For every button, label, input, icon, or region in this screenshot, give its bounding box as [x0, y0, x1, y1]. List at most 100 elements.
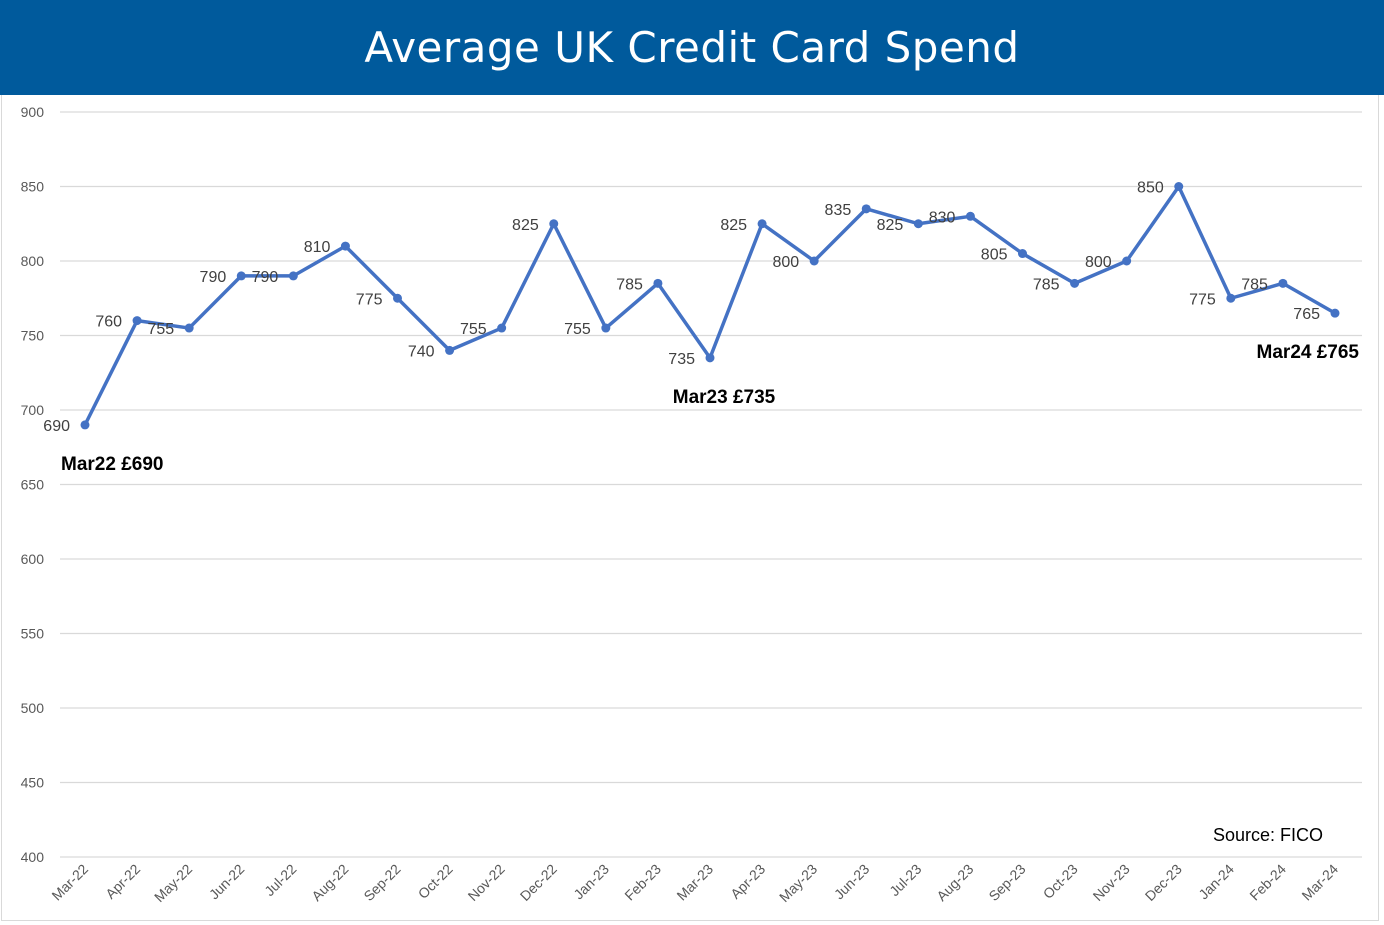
- data-label: 775: [356, 291, 383, 308]
- data-label: 735: [668, 351, 695, 368]
- data-label: 760: [95, 314, 122, 331]
- data-point: [913, 219, 923, 229]
- data-point: [236, 271, 246, 281]
- x-tick-label: Nov-22: [465, 861, 508, 904]
- data-label: 785: [1241, 276, 1268, 293]
- data-point: [1278, 278, 1288, 288]
- y-tick-label: 700: [21, 402, 45, 418]
- data-label: 790: [252, 269, 279, 286]
- series-line-group: [80, 182, 1340, 430]
- data-labels: 690 760 755 790 790 810 775 740 755 825 755 785 735 8…: [43, 180, 1320, 435]
- data-label: 835: [825, 202, 852, 219]
- data-point: [184, 323, 194, 333]
- data-label: 805: [981, 247, 1008, 264]
- x-tick-label: Nov-23: [1090, 861, 1133, 904]
- x-tick-label: Apr-22: [102, 861, 143, 902]
- data-label: 800: [772, 254, 799, 271]
- data-point: [445, 345, 455, 355]
- chart-frame: [1, 95, 1379, 921]
- y-tick-label: 900: [21, 104, 45, 120]
- data-label: 825: [877, 217, 904, 234]
- chart-title: Average UK Credit Card Spend: [364, 23, 1020, 72]
- data-point: [861, 204, 871, 214]
- x-tick-label: Feb-24: [1246, 861, 1289, 904]
- chart-title-banner: Average UK Credit Card Spend: [0, 0, 1384, 95]
- annotation-label: Mar24 £765: [1257, 342, 1360, 363]
- source-note: Source: FICO: [1213, 825, 1323, 845]
- annotation-label: Mar22 £690: [61, 454, 163, 475]
- x-tick-label: Mar-24: [1298, 861, 1341, 904]
- data-point: [340, 241, 350, 251]
- data-point: [965, 211, 975, 221]
- data-point: [549, 219, 559, 229]
- x-tick-label: Oct-23: [1040, 861, 1081, 902]
- data-label: 775: [1189, 291, 1216, 308]
- annotations: Mar22 £690 Mar23 £735 Mar24 £765: [61, 342, 1359, 475]
- gridlines: [60, 111, 1362, 858]
- data-point: [1330, 308, 1340, 318]
- x-tick-label: Aug-23: [933, 861, 976, 904]
- data-label: 755: [460, 321, 487, 338]
- data-label: 800: [1085, 254, 1112, 271]
- data-point: [757, 219, 767, 229]
- data-point: [132, 316, 142, 326]
- y-tick-label: 450: [21, 775, 45, 791]
- data-point: [705, 353, 715, 363]
- data-point: [288, 271, 298, 281]
- x-tick-label: Jan-23: [570, 861, 612, 903]
- x-tick-label: Jun-23: [831, 861, 873, 903]
- y-tick-label: 400: [21, 849, 45, 865]
- y-tick-label: 800: [21, 253, 45, 269]
- y-axis-tick-labels: 400 450 500 550 600 650 700 750 800 850 900: [21, 104, 45, 865]
- x-tick-label: Sep-22: [360, 861, 403, 904]
- x-tick-label: Mar-22: [48, 861, 91, 904]
- y-tick-label: 600: [21, 551, 45, 567]
- data-point: [1174, 182, 1184, 191]
- data-label: 765: [1293, 306, 1320, 323]
- data-label: 740: [408, 343, 435, 360]
- data-label: 755: [564, 321, 591, 338]
- x-tick-label: Dec-23: [1142, 861, 1185, 904]
- data-point: [1122, 256, 1132, 266]
- data-label: 825: [512, 217, 539, 234]
- y-tick-label: 750: [21, 328, 45, 344]
- data-label: 850: [1137, 180, 1164, 197]
- x-tick-label: May-23: [776, 861, 820, 905]
- data-point: [393, 293, 402, 303]
- data-label: 790: [200, 269, 227, 286]
- data-label: 830: [929, 209, 956, 226]
- x-tick-label: Dec-22: [517, 861, 560, 904]
- x-tick-label: Sep-23: [985, 861, 1028, 904]
- data-point: [1070, 278, 1080, 288]
- x-tick-label: Feb-23: [621, 861, 664, 904]
- data-label: 690: [43, 418, 70, 435]
- y-tick-label: 550: [21, 626, 45, 642]
- data-label: 785: [1033, 276, 1060, 293]
- data-point: [601, 323, 611, 333]
- data-point: [1018, 249, 1027, 259]
- data-label: 785: [616, 276, 643, 293]
- data-label: 810: [304, 239, 331, 256]
- y-tick-label: 500: [21, 700, 45, 716]
- x-tick-label: Mar-23: [673, 861, 716, 904]
- x-tick-label: Apr-23: [727, 861, 768, 902]
- data-point: [809, 256, 819, 266]
- x-tick-label: Jul-22: [261, 861, 299, 899]
- data-point: [1226, 293, 1236, 303]
- data-point: [80, 420, 90, 430]
- data-point: [653, 278, 663, 288]
- y-tick-label: 650: [21, 477, 45, 493]
- x-tick-label: Jan-24: [1195, 861, 1237, 903]
- x-tick-label: Jul-23: [886, 861, 924, 899]
- data-point: [497, 323, 507, 333]
- x-tick-label: Jun-22: [206, 861, 248, 903]
- x-tick-label: May-22: [151, 861, 195, 905]
- annotation-label: Mar23 £735: [673, 387, 776, 408]
- data-label: 755: [147, 321, 174, 338]
- x-tick-label: Aug-22: [308, 861, 351, 904]
- data-label: 825: [720, 217, 747, 234]
- x-axis-tick-labels: Mar-22 Apr-22 May-22 Jun-22 Jul-22 Aug-22 Sep-…: [48, 861, 1341, 905]
- x-tick-label: Oct-22: [415, 861, 456, 902]
- y-tick-label: 850: [21, 179, 45, 195]
